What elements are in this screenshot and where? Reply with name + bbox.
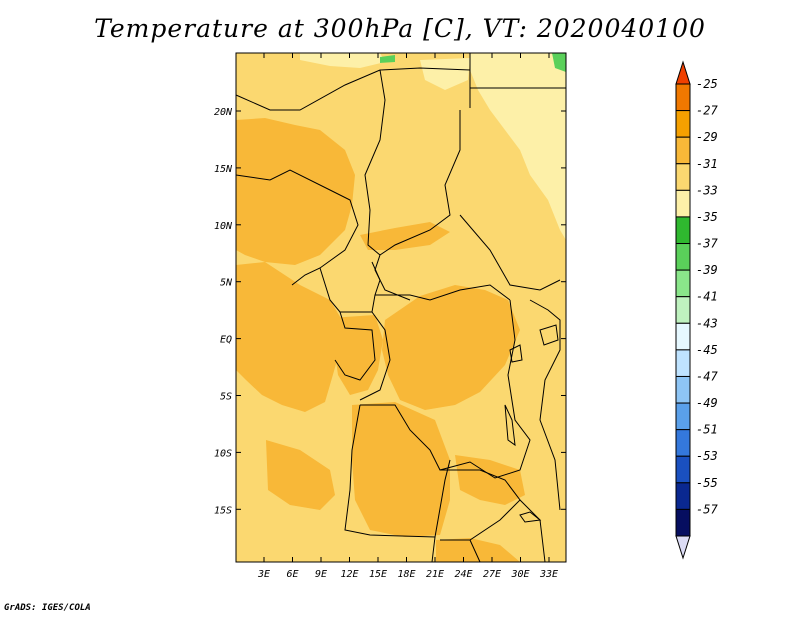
lon-tick-label: 27E: [483, 569, 501, 580]
lon-tick-label: 30E: [510, 569, 529, 580]
colorbar-label: -41: [696, 290, 718, 304]
warm-region-south: [436, 538, 520, 562]
lat-tick-label: EQ: [220, 335, 232, 346]
colorbar-label: -43: [696, 316, 718, 330]
green-patch-northeast: [552, 53, 566, 72]
warm-region-chad-strip: [360, 222, 450, 250]
country-borders: [235, 53, 566, 563]
border-east-africa: [529, 299, 561, 511]
border-congo-drc: [359, 311, 391, 401]
warm-region-southcoast: [266, 440, 335, 510]
colorbar-top-arrow: [675, 60, 691, 85]
colorbar-swatch: [675, 375, 691, 404]
longitude-axis: 3E 6E 9E 12E 15E 18E 21E 24E 27E 30E 33E: [257, 53, 558, 580]
lat-tick-label: 15N: [214, 164, 233, 175]
lat-tick-label: 5N: [220, 278, 233, 289]
cool-region-northcentral: [420, 58, 470, 90]
lake-shapes: [504, 324, 559, 523]
lat-tick-label: 10N: [214, 221, 233, 232]
colorbar-label: -55: [696, 476, 718, 490]
border-angola: [344, 404, 451, 538]
colorbar-label: -51: [696, 423, 718, 437]
warm-region-northwest: [236, 118, 355, 265]
colorbar-swatch: [675, 110, 691, 138]
lat-tick-label: 10S: [214, 448, 232, 459]
border-libya-niger-chad: [235, 67, 471, 111]
colorbar-swatch: [675, 243, 691, 271]
lat-tick-label: 5S: [220, 392, 232, 403]
lon-tick-label: 18E: [397, 569, 415, 580]
colorbar-label: -27: [696, 104, 718, 118]
colorbar: -25 -27 -29 -31 -33 -35 -37 -39 -41 -43 -45 -47 -49 -…: [675, 60, 718, 560]
warm-region-gabon: [330, 315, 383, 395]
colorbar-swatch: [675, 322, 691, 351]
border-south-sudan: [459, 214, 561, 291]
colorbar-label: -57: [696, 502, 718, 516]
border-drc-east: [360, 299, 531, 479]
colorbar-swatch: [675, 429, 691, 457]
warm-region-westcoast: [236, 262, 345, 412]
border-nigeria: [235, 169, 359, 286]
lon-tick-label: 21E: [426, 569, 444, 580]
warm-region-angola: [352, 402, 450, 537]
colorbar-swatch: [675, 455, 691, 484]
grads-credit: GrADS: IGES/COLA: [4, 603, 91, 613]
colorbar-swatch: [675, 163, 691, 191]
colorbar-label: -35: [696, 210, 718, 224]
map-title: Temperature at 300hPa [C], VT: 202004010…: [94, 14, 706, 43]
border-car: [375, 284, 511, 301]
lon-tick-label: 24E: [454, 569, 472, 580]
colorbar-label: -45: [696, 343, 718, 357]
lon-tick-label: 33E: [539, 569, 558, 580]
lon-tick-label: 3E: [257, 569, 270, 580]
colorbar-swatch: [675, 482, 691, 510]
colorbar-label: -33: [696, 183, 718, 197]
colorbar-label: -49: [696, 396, 718, 410]
colorbar-label: -39: [696, 263, 718, 277]
green-patch-north: [380, 55, 395, 63]
colorbar-swatch: [675, 296, 691, 324]
warm-region-congo: [382, 285, 520, 410]
colorbar-label: -25: [696, 77, 718, 91]
colorbar-swatch: [675, 508, 691, 537]
colorbar-swatch: [675, 83, 691, 112]
lon-tick-label: 9E: [315, 569, 327, 580]
border-gabon-congo: [334, 311, 376, 381]
lat-tick-label: 20N: [214, 107, 233, 118]
lon-tick-label: 12E: [340, 569, 358, 580]
map-frame: [235, 52, 567, 563]
colorbar-bottom-arrow: [675, 535, 691, 560]
colorbar-label: -47: [696, 369, 718, 383]
temperature-fill: [236, 53, 566, 562]
colorbar-swatch: [675, 136, 691, 165]
latitude-axis: 20N 15N 10N 5N EQ 5S 10S 15S: [214, 107, 566, 516]
colorbar-label: -31: [696, 157, 718, 171]
lon-tick-label: 15E: [369, 569, 387, 580]
colorbar-label: -37: [696, 237, 718, 251]
colorbar-label: -29: [696, 130, 718, 144]
colorbar-swatch: [675, 402, 691, 431]
colorbar-swatch: [675, 189, 691, 218]
warm-region-zambia: [455, 455, 525, 505]
border-chad-sudan: [364, 69, 386, 256]
lat-tick-label: 15S: [214, 505, 232, 516]
colorbar-swatch: [675, 216, 691, 245]
colorbar-label: -53: [696, 449, 718, 463]
cool-region-northeast: [470, 53, 566, 240]
colorbar-swatch: [675, 349, 691, 377]
colorbar-swatch: [675, 269, 691, 298]
lon-tick-label: 6E: [286, 569, 298, 580]
